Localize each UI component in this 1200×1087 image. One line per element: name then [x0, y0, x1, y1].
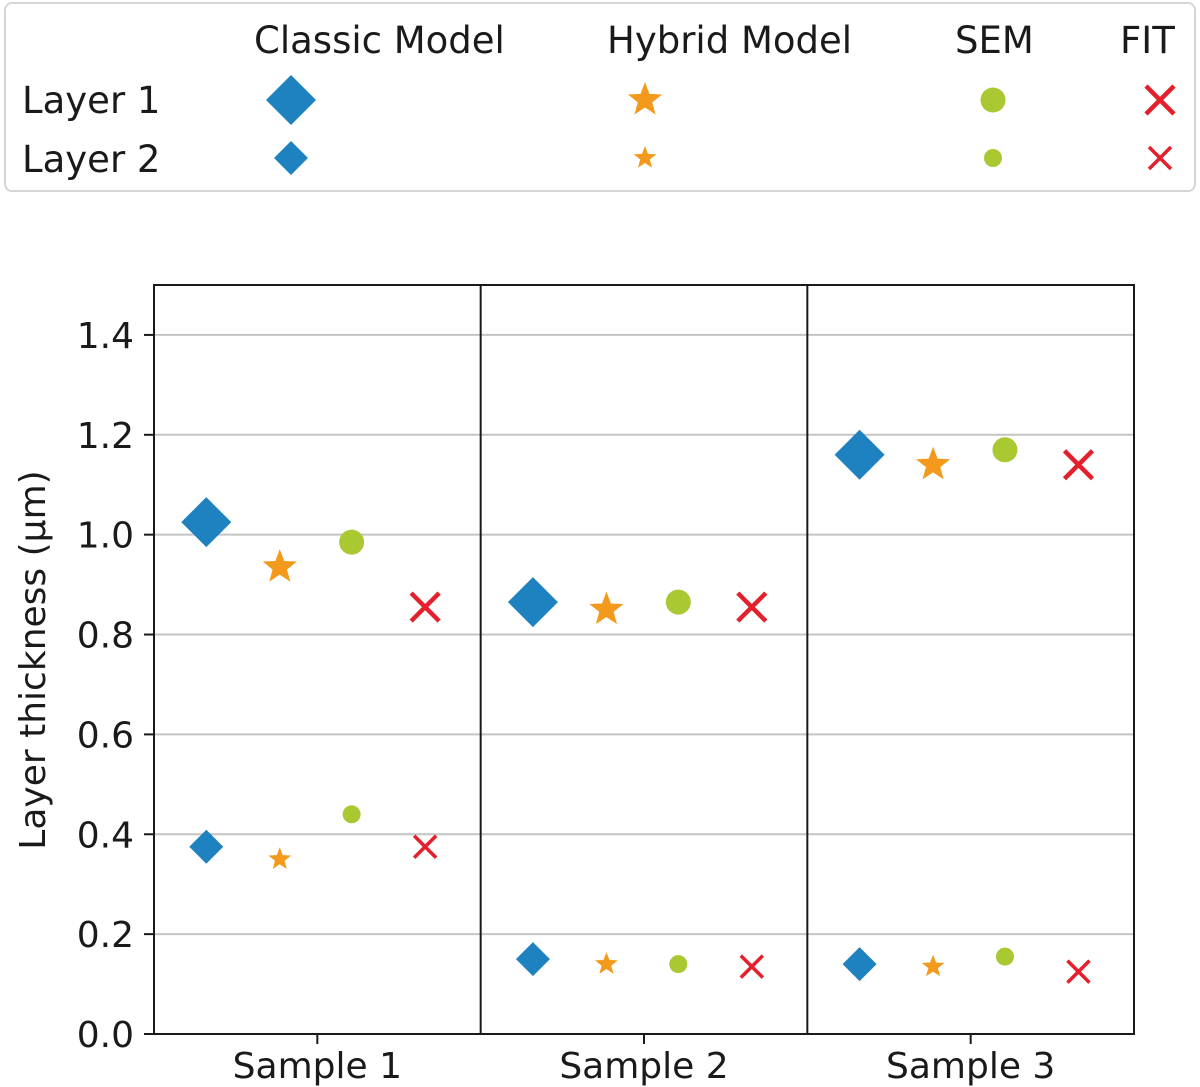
point-layer-2-hybrid-model [595, 952, 618, 974]
x-tick-label: Sample 3 [886, 1046, 1055, 1087]
point-layer-1-fit [409, 591, 441, 623]
legend-marker-layer-2-sem [984, 149, 1002, 167]
point-layer-2-classic-model [189, 829, 224, 864]
point-layer-2-sem [342, 805, 361, 824]
point-layer-2-sem [995, 947, 1014, 966]
point-layer-2-hybrid-model [921, 954, 945, 977]
legend-col-fit: FIT [1120, 19, 1175, 62]
legend-marker-layer-1-fit [1144, 84, 1176, 116]
point-layer-1-classic-model [181, 497, 232, 548]
y-tick-label: 1.0 [77, 516, 134, 557]
point-layer-2-classic-model [842, 947, 877, 982]
legend-col-classic: Classic Model [254, 19, 505, 62]
legend-marker-layer-1-classic-model [266, 75, 316, 125]
legend-marker-layer-2-hybrid-model [633, 146, 657, 168]
point-layer-1-sem [339, 529, 365, 555]
y-tick-label: 0.2 [77, 915, 134, 956]
point-layer-1-fit [736, 591, 768, 623]
point-layer-1-hybrid-model [262, 549, 297, 582]
y-tick-label: 0.0 [77, 1015, 134, 1056]
x-tick-label: Sample 2 [559, 1046, 728, 1087]
point-layer-1-sem [665, 589, 691, 615]
point-layer-2-sem [669, 955, 688, 974]
y-axis-label: Layer thickness (µm) [13, 470, 54, 849]
legend-col-sem: SEM [955, 19, 1034, 62]
legend-marker-layer-1-sem [980, 87, 1006, 113]
point-layer-2-classic-model [515, 942, 550, 977]
point-layer-2-fit [739, 954, 765, 979]
point-layer-1-fit [1062, 449, 1095, 481]
y-tick-label: 0.6 [77, 715, 134, 756]
point-layer-2-fit [1066, 959, 1091, 984]
y-tick-label: 1.2 [77, 416, 134, 457]
plot-frame [153, 284, 1135, 1035]
legend-marker-layer-1-hybrid-model [627, 82, 663, 115]
x-tick-label: Sample 1 [233, 1046, 402, 1087]
y-tick-label: 0.8 [77, 616, 134, 657]
point-layer-1-hybrid-model [915, 446, 951, 480]
point-layer-2-fit [412, 834, 438, 859]
legend-marker-layer-2-fit [1147, 145, 1173, 171]
point-layer-1-classic-model [834, 429, 885, 480]
point-layer-1-classic-model [507, 577, 558, 628]
y-tick-label: 0.4 [77, 815, 134, 856]
y-tick-label: 1.4 [77, 316, 134, 357]
legend-row-layer2: Layer 2 [22, 138, 161, 181]
point-layer-1-sem [992, 437, 1018, 463]
legend-col-hybrid: Hybrid Model [607, 19, 853, 62]
legend-row-layer1: Layer 1 [22, 79, 161, 122]
legend-marker-layer-2-classic-model [274, 141, 308, 175]
point-layer-1-hybrid-model [589, 591, 624, 625]
point-layer-2-hybrid-model [268, 847, 292, 869]
